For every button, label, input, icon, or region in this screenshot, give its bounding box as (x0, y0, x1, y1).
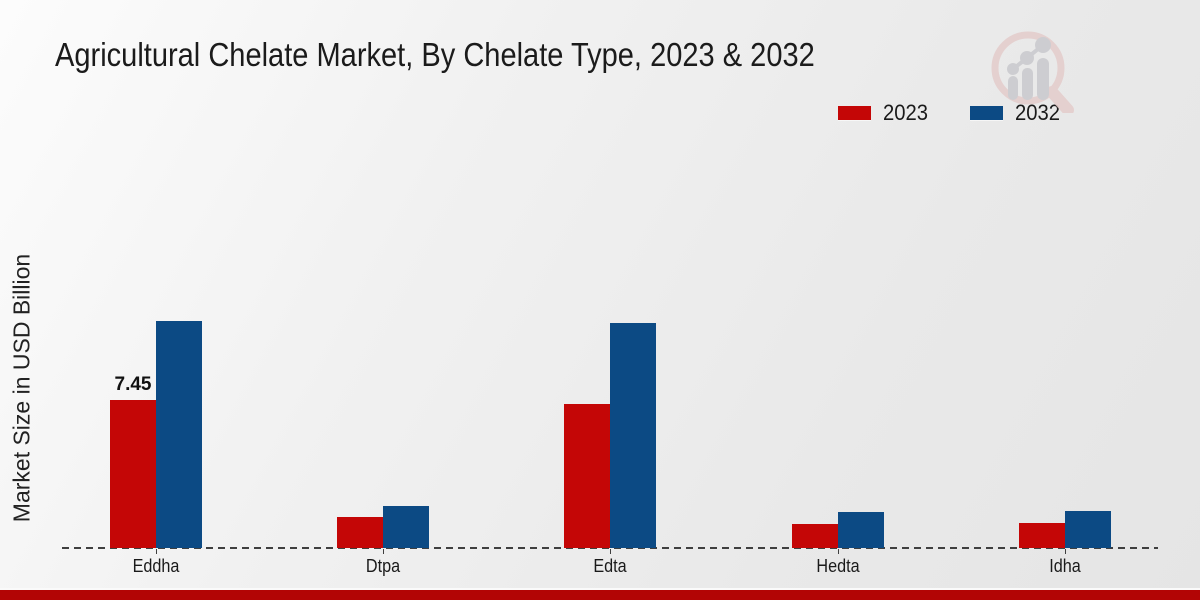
x-axis-category-label: Edta (593, 556, 627, 576)
x-axis-tick (156, 549, 157, 554)
x-axis-category-label: Eddha (132, 556, 180, 576)
x-axis-category-label: Idha (1049, 556, 1081, 576)
bar-2023-dtpa (337, 517, 383, 548)
legend-item-2023: 2023 (838, 100, 932, 126)
bottom-separator (0, 588, 1200, 590)
chart-title: Agricultural Chelate Market, By Chelate … (55, 36, 815, 73)
x-axis-category-label: Dtpa (365, 556, 401, 576)
legend-label: 2023 (883, 100, 929, 125)
bar-2032-idha (1065, 511, 1111, 548)
x-axis-tick (1065, 549, 1066, 554)
bar-2023-eddha (110, 400, 156, 548)
bar-2032-dtpa (383, 506, 429, 548)
x-axis-tick (610, 549, 611, 554)
legend-item-2032: 2032 (969, 100, 1064, 126)
market-research-logo-icon (991, 31, 1074, 113)
legend: 2023 2032 (838, 100, 1064, 126)
bar-2023-hedta (792, 524, 838, 548)
bar-2023-idha (1019, 523, 1065, 548)
x-axis-tick (383, 549, 384, 554)
x-axis-tick (838, 549, 839, 554)
legend-label: 2032 (1014, 100, 1060, 125)
bottom-red-strip (0, 590, 1200, 600)
y-axis-label: Market Size in USD Billion (8, 253, 35, 523)
bar-2032-hedta (838, 512, 884, 548)
x-axis-category-label: Hedta (816, 556, 860, 576)
legend-swatch-2023 (838, 106, 871, 120)
bar-2023-edta (564, 404, 610, 548)
x-axis-baseline (62, 547, 1158, 549)
bar-value-label: 7.45 (114, 374, 152, 395)
bar-2032-edta (610, 323, 656, 548)
legend-swatch-2032 (969, 106, 1003, 120)
bar-2032-eddha (156, 321, 202, 548)
